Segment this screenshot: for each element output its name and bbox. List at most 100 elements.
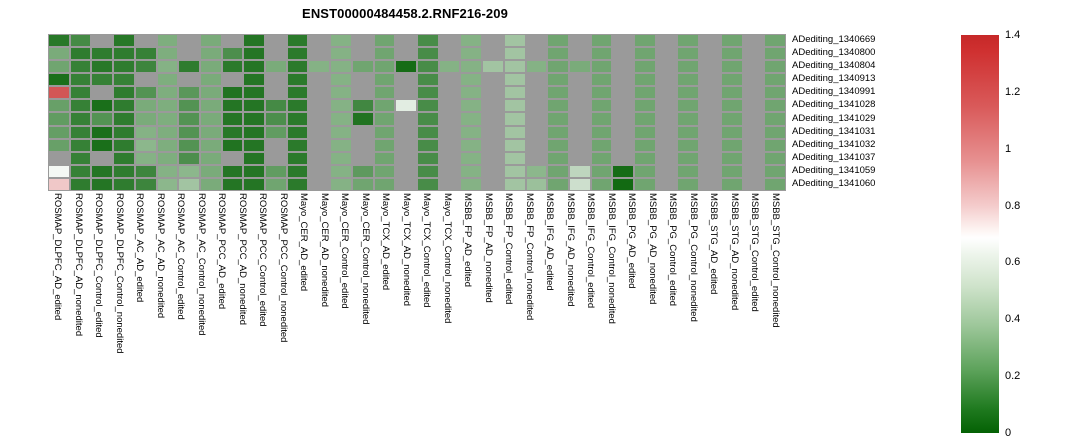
heatmap-cell — [438, 138, 461, 152]
heatmap-cell — [156, 34, 179, 48]
heatmap-cell — [764, 34, 786, 48]
heatmap-cell — [48, 60, 70, 74]
heatmap-cell — [677, 112, 700, 126]
heatmap-cell — [330, 151, 352, 165]
heatmap-cell — [373, 151, 396, 165]
heatmap-cell — [113, 86, 135, 100]
heatmap-cell — [482, 112, 504, 126]
heatmap-column-label: MSBB_PG_Control_edited — [667, 193, 679, 307]
heatmap-cell — [113, 60, 135, 74]
heatmap-column-label: ROSMAP_PCC_Control_edited — [257, 193, 269, 327]
heatmap-row-label: ADediting_1341028 — [792, 99, 876, 111]
colorbar-tick-label: 0.4 — [1005, 313, 1021, 326]
heatmap-cell — [417, 60, 439, 74]
heatmap-cell — [395, 112, 417, 126]
heatmap-cell — [373, 47, 396, 61]
heatmap-column-label: MSBB_IFG_AD_nonedited — [564, 193, 576, 307]
heatmap-cell — [438, 60, 461, 74]
heatmap-cell — [156, 99, 179, 113]
heatmap-cell — [373, 60, 396, 74]
heatmap-cell — [634, 112, 656, 126]
heatmap-cell — [612, 47, 635, 61]
heatmap-cell — [720, 47, 743, 61]
heatmap-cell — [764, 112, 786, 126]
heatmap-cell — [113, 112, 135, 126]
heatmap-cell — [417, 164, 439, 178]
heatmap-cell — [590, 34, 613, 48]
heatmap-cell — [265, 164, 287, 178]
heatmap-cell — [178, 164, 200, 178]
heatmap-cell — [395, 151, 417, 165]
heatmap-cell — [48, 151, 70, 165]
colorbar-tick-label: 0.2 — [1005, 370, 1021, 383]
heatmap-cell — [265, 86, 287, 100]
heatmap-cell — [612, 138, 635, 152]
heatmap-cell — [286, 125, 309, 139]
heatmap-cell — [221, 47, 244, 61]
heatmap-cell — [699, 151, 721, 165]
heatmap-cell — [373, 125, 396, 139]
heatmap-cell — [503, 60, 526, 74]
heatmap-cell — [568, 47, 591, 61]
heatmap-cell — [308, 177, 331, 191]
heatmap-cell — [156, 73, 179, 87]
heatmap-cell — [286, 164, 309, 178]
heatmap-cell — [265, 99, 287, 113]
heatmap-cell — [764, 47, 786, 61]
heatmap-cell — [286, 138, 309, 152]
heatmap-cell — [720, 60, 743, 74]
heatmap-cell — [199, 60, 222, 74]
heatmap-row-label: ADediting_1341029 — [792, 112, 876, 124]
heatmap-column-label: Mayo_TCX_AD_nonedited — [400, 193, 412, 307]
heatmap-cell — [417, 99, 439, 113]
heatmap-cell — [677, 73, 700, 87]
heatmap-cell — [243, 177, 266, 191]
heatmap-cell — [460, 73, 483, 87]
colorbar-tick-label: 1.4 — [1005, 29, 1021, 41]
heatmap-cell — [482, 34, 504, 48]
heatmap-cell — [655, 125, 678, 139]
heatmap-cell — [482, 125, 504, 139]
heatmap-cell — [199, 151, 222, 165]
heatmap-column-label: ROSMAP_PCC_Control_nonedited — [277, 193, 289, 343]
heatmap-cell — [568, 34, 591, 48]
heatmap-cell — [438, 177, 461, 191]
heatmap-cell — [265, 177, 287, 191]
heatmap-cell — [655, 47, 678, 61]
heatmap-cell — [69, 34, 92, 48]
heatmap-cell — [134, 164, 157, 178]
heatmap-cell — [178, 125, 200, 139]
heatmap-cell — [720, 86, 743, 100]
heatmap-cell — [699, 138, 721, 152]
heatmap-cell — [243, 164, 266, 178]
heatmap-cell — [677, 138, 700, 152]
heatmap-cell — [525, 151, 548, 165]
heatmap-column-label: Mayo_CER_AD_nonedited — [318, 193, 330, 308]
heatmap-cell — [590, 99, 613, 113]
heatmap-cell — [720, 164, 743, 178]
heatmap-cell — [351, 151, 374, 165]
heatmap-cell — [178, 99, 200, 113]
heatmap-cell — [395, 99, 417, 113]
heatmap-cell — [134, 34, 157, 48]
heatmap-cell — [243, 125, 266, 139]
heatmap-cell — [742, 60, 765, 74]
heatmap-cell — [438, 34, 461, 48]
heatmap-cell — [677, 125, 700, 139]
heatmap-cell — [699, 34, 721, 48]
heatmap-cell — [134, 47, 157, 61]
heatmap-cell — [395, 86, 417, 100]
heatmap-cell — [655, 151, 678, 165]
heatmap-cell — [113, 34, 135, 48]
heatmap-cell — [460, 164, 483, 178]
heatmap-column-label: Mayo_TCX_Control_nonedited — [441, 193, 453, 324]
heatmap-column-label: ROSMAP_AC_Control_edited — [175, 193, 187, 320]
heatmap-column-label: MSBB_STG_AD_nonedited — [728, 193, 740, 311]
heatmap-cell — [699, 73, 721, 87]
heatmap-cell — [395, 125, 417, 139]
heatmap-cell — [655, 164, 678, 178]
heatmap-cell — [612, 177, 635, 191]
heatmap-cell — [156, 177, 179, 191]
heatmap-cell — [417, 125, 439, 139]
heatmap-cell — [699, 125, 721, 139]
